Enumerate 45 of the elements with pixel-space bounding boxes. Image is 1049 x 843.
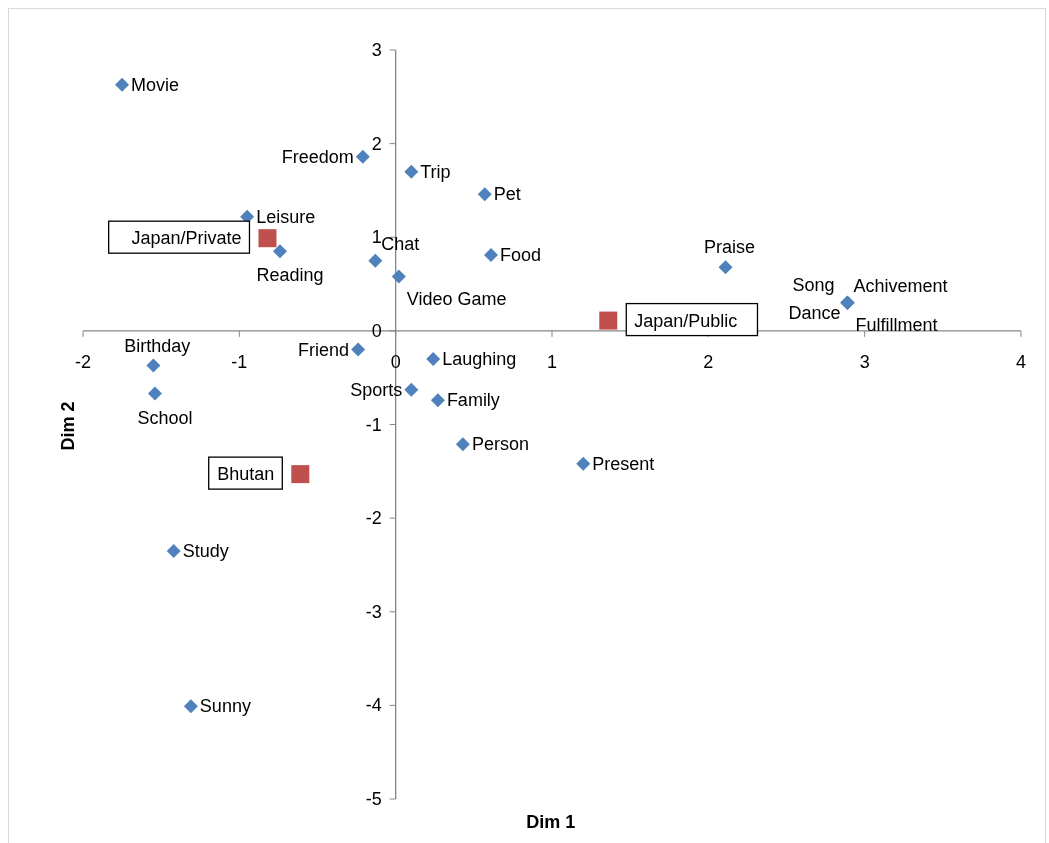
y-tick-label: -2 — [365, 508, 382, 529]
x-tick-label: -1 — [231, 351, 248, 372]
data-label: Laughing — [442, 348, 517, 369]
data-label: Sunny — [199, 696, 251, 717]
data-label: Chat — [381, 233, 420, 254]
y-tick-label: 2 — [371, 133, 382, 154]
x-tick-label: 2 — [703, 351, 714, 372]
data-label: Food — [500, 245, 542, 266]
data-label: Sports — [350, 379, 403, 400]
data-label: Trip — [420, 161, 451, 182]
data-label: Dance — [788, 302, 841, 323]
data-label: Fulfillment — [855, 314, 938, 335]
x-tick-label: 4 — [1015, 351, 1027, 372]
data-label: Family — [446, 390, 500, 411]
data-label: Study — [182, 540, 229, 561]
data-label: Freedom — [281, 146, 354, 167]
x-axis-title: Dim 1 — [526, 812, 576, 832]
x-tick-label: 1 — [546, 351, 558, 372]
y-tick-label: 0 — [371, 320, 382, 341]
y-tick-label: -5 — [365, 789, 382, 809]
y-tick-label: -4 — [365, 695, 382, 716]
data-label: Present — [592, 453, 655, 474]
y-tick-label: 1 — [371, 227, 382, 248]
data-label: Achivement — [853, 275, 948, 296]
data-label: Person — [471, 434, 529, 455]
data-label: Leisure — [256, 206, 316, 227]
data-label: Praise — [704, 237, 756, 258]
x-tick-label: 0 — [390, 351, 401, 372]
y-tick-label: 3 — [371, 40, 382, 60]
data-label: Japan/Public — [634, 310, 738, 331]
x-tick-label: -2 — [74, 351, 92, 372]
data-label: Reading — [256, 265, 324, 286]
data-label: Video Game — [406, 288, 507, 309]
y-tick-label: -1 — [365, 414, 382, 435]
y-axis-title: Dim 2 — [58, 401, 78, 451]
data-label: School — [137, 407, 193, 428]
data-label: Pet — [493, 184, 521, 205]
data-label: Birthday — [124, 335, 191, 356]
x-tick-label: 3 — [859, 351, 870, 372]
data-label: Japan/Private — [131, 228, 242, 249]
y-tick-label: -3 — [365, 601, 382, 622]
data-label: Bhutan — [217, 464, 275, 485]
data-label: Movie — [131, 74, 180, 95]
data-label: Song — [792, 274, 835, 295]
data-label: Friend — [298, 339, 350, 360]
